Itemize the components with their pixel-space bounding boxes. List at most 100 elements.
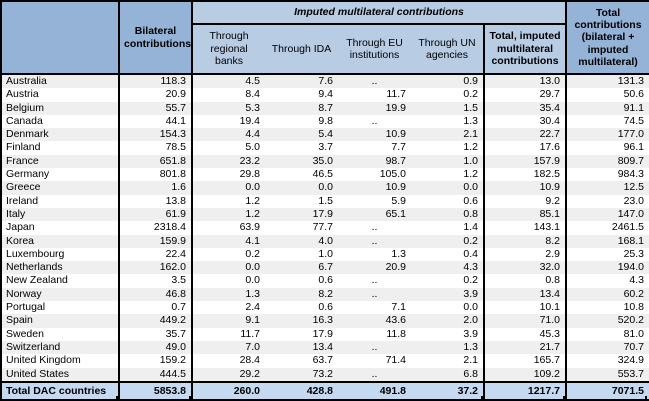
value-cell: 7.0 [192, 340, 265, 355]
table-row: Germany 801.8 29.8 46.5 105.0 1.2 182.5 984.3 [1, 168, 649, 182]
value-cell: 553.7 [566, 367, 649, 382]
grid-line-stub [645, 396, 647, 401]
table-row: Italy 61.9 1.2 17.9 65.1 0.8 85.1 147.0 [1, 207, 649, 222]
total-value-cell: 37.2 [411, 380, 484, 400]
country-cell: Germany [1, 168, 120, 182]
value-cell: 1.4 [463, 221, 478, 234]
value-cell: 45.3 [483, 327, 567, 341]
value-cell: 29.2 [192, 367, 265, 382]
value-cell: 7.1 [391, 301, 406, 314]
value-cell: 11.8 [386, 327, 406, 340]
table-row: Portugal 0.7 2.4 0.6 7.1 0.0 10.1 10.8 [1, 301, 649, 315]
value-cell: 9.2 [483, 194, 567, 208]
value-cell: 78.5 [119, 141, 193, 155]
total-value-cell: 1217.7 [483, 380, 567, 400]
value-cell: 9.4 [318, 88, 333, 101]
value-cell: 2.0 [411, 314, 484, 328]
value-cell: 8.2 [483, 234, 567, 248]
country-cell: Portugal [1, 301, 120, 315]
value-cell: 6.8 [411, 367, 484, 382]
value-cell: 4.5 [192, 74, 265, 89]
value-cell: 70.7 [566, 340, 649, 355]
value-cell: 11.7 [386, 88, 406, 101]
value-cell: 4.4 [192, 128, 265, 142]
value-cell: 9.8 [318, 114, 333, 127]
value-cell: 28.4 [239, 354, 260, 367]
table-row: Japan 2318.4 63.9 77.7.. 1.4 143.1 2461.5 [1, 221, 649, 235]
table-row: Luxembourg 22.4 0.2 1.0 1.3 0.4 2.9 25.3 [1, 247, 649, 262]
table-row: Austria 20.9 8.4 9.4 11.7 0.2 29.7 50.6 [1, 88, 649, 102]
value-cell: 0.7 [119, 301, 193, 315]
value-cell: 1.2 [192, 207, 265, 222]
value-cell: 12.5 [566, 181, 649, 195]
value-cell: .. [338, 340, 411, 355]
value-cell: 5.4 [265, 128, 338, 142]
value-cell: 77.7 [312, 221, 333, 234]
value-cell: 162.0 [119, 261, 193, 275]
col-header-un-agencies: Through UN agencies [411, 24, 484, 75]
value-cell: 1.0 [318, 247, 333, 260]
table-body: Australia 118.3 4.5 7.6.. 0.9 13.0 131.3 Austri… [1, 74, 649, 382]
total-value-cell: 5853.8 [119, 380, 193, 400]
value-cell: 10.1 [483, 301, 567, 315]
table-row: Denmark 154.3 4.4 5.4 10.9 2.1 22.7 177.0 [1, 128, 649, 142]
value-cell: 65.1 [338, 207, 411, 222]
value-cell: 19.4 [239, 114, 260, 127]
table-header: Bilateral contributions Imputed multilat… [1, 1, 649, 75]
value-cell: 105.0 [379, 168, 406, 181]
value-cell: 0.2 [463, 88, 478, 101]
value-cell: 157.9 [483, 154, 567, 169]
value-cell: 0.6 [318, 301, 333, 314]
value-cell: 23.0 [623, 194, 644, 207]
value-cell: 22.7 [483, 128, 567, 142]
value-cell: 17.6 [483, 141, 567, 155]
value-cell: 10.9 [338, 128, 411, 142]
value-cell: 35.4 [483, 101, 567, 115]
value-cell: 1.2 [463, 141, 478, 154]
value-cell: 8.4 [245, 88, 260, 101]
value-cell: 98.7 [338, 154, 411, 169]
country-cell: Greece [1, 181, 120, 195]
value-cell: 0.2 [463, 274, 478, 287]
country-cell: Austria [1, 88, 120, 102]
value-cell: 0.6 [463, 194, 478, 207]
value-cell: 4.1 [192, 234, 265, 248]
table-row: Netherlands 162.0 0.0 6.7 20.9 4.3 32.0 194.0 [1, 261, 649, 275]
grid-line-stub [0, 396, 2, 401]
value-cell: 0.2 [411, 234, 484, 248]
value-cell: 9.1 [192, 314, 265, 328]
value-cell: 0.4 [463, 247, 478, 260]
country-cell: Canada [1, 114, 120, 129]
value-cell: 4.3 [629, 274, 644, 287]
value-cell: 159.9 [119, 234, 193, 248]
value-cell: 85.1 [483, 207, 567, 222]
table-row: Canada 44.1 19.4 9.8.. 1.3 30.4 74.5 [1, 114, 649, 129]
value-cell: .. [338, 234, 411, 248]
value-cell: 44.1 [119, 114, 193, 129]
table-row: Finland 78.5 5.0 3.7 7.7 1.2 17.6 96.1 [1, 141, 649, 155]
value-cell: 71.0 [483, 314, 567, 328]
value-cell: 2.1 [463, 354, 478, 367]
value-cell: 159.2 [119, 354, 193, 368]
value-cell: 154.3 [119, 128, 193, 142]
value-cell: 23.2 [192, 154, 265, 169]
total-value-cell: 260.0 [192, 380, 265, 400]
value-cell: 25.3 [623, 247, 644, 260]
value-cell: 60.2 [566, 287, 649, 302]
value-cell: 7.6 [265, 74, 338, 89]
value-cell: 71.4 [385, 354, 406, 367]
value-cell: 61.9 [119, 207, 193, 222]
table-footer: Total DAC countries 5853.8 260.0 428.8 4… [1, 380, 649, 400]
country-cell: Japan [1, 221, 120, 235]
value-cell: 801.8 [119, 168, 193, 182]
value-cell: 182.5 [483, 168, 567, 182]
value-cell: 5.0 [245, 141, 260, 154]
table-row: Switzerland 49.0 7.0 13.4.. 1.3 21.7 70.7 [1, 340, 649, 355]
value-cell: 984.3 [617, 168, 644, 181]
country-cell: Belgium [1, 101, 120, 115]
value-cell: 1.3 [391, 247, 406, 260]
value-cell: 1.3 [463, 114, 478, 127]
value-cell: 30.4 [483, 114, 567, 129]
value-cell: 5.9 [391, 194, 406, 207]
